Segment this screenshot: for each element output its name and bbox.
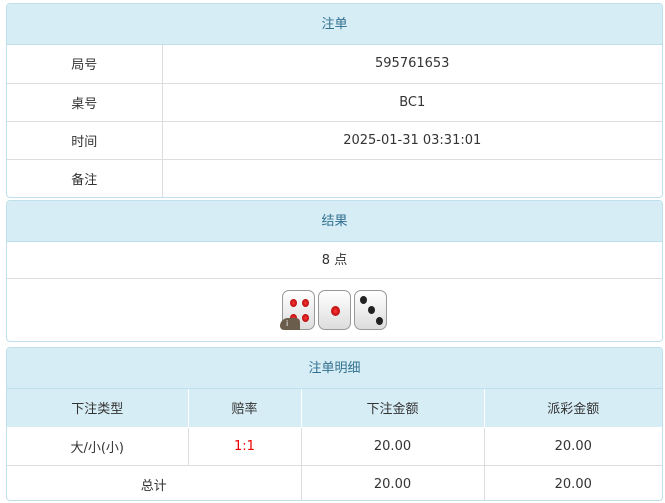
header-odds: 赔率 (187, 389, 302, 428)
header-bet-amount: 下注金额 (300, 389, 485, 428)
result-panel-title: 结果 (7, 201, 662, 242)
bet-table: 局号 595761653 桌号 BC1 时间 2025-01-31 03:31:01 … (7, 45, 662, 197)
total-amount: 20.00 (300, 464, 485, 500)
table-row: 桌号 BC1 (7, 82, 662, 122)
table-value: BC1 (161, 82, 662, 122)
time-value: 2025-01-31 03:31:01 (161, 120, 662, 160)
table-row: 大/小(小) 1:1 20.00 20.00 (7, 426, 662, 466)
bet-amount: 20.00 (300, 426, 485, 466)
round-value: 595761653 (161, 45, 662, 84)
dice-row: i (7, 279, 662, 341)
table-header-row: 下注类型 赔率 下注金额 派彩金额 (7, 389, 662, 428)
die-one-icon (318, 290, 351, 330)
time-label: 时间 (7, 120, 163, 160)
bet-panel: 注单 局号 595761653 桌号 BC1 时间 2025-01-31 03:31:… (6, 3, 663, 198)
info-badge-icon[interactable]: i (280, 318, 300, 330)
total-row: 总计 20.00 20.00 (7, 464, 662, 500)
die-three-icon (354, 290, 387, 330)
total-label: 总计 (7, 464, 302, 500)
total-payout: 20.00 (483, 464, 662, 500)
bet-type: 大/小(小) (7, 426, 189, 466)
result-panel: 结果 8 点 i (6, 200, 663, 342)
table-row: 局号 595761653 (7, 45, 662, 84)
payout: 20.00 (483, 426, 662, 466)
remark-label: 备注 (7, 158, 163, 197)
header-payout: 派彩金额 (483, 389, 662, 428)
odds: 1:1 (187, 426, 302, 466)
detail-panel: 注单明细 下注类型 赔率 下注金额 派彩金额 大/小(小) 1:1 20.00 … (6, 347, 663, 501)
detail-panel-title: 注单明细 (7, 348, 662, 389)
round-label: 局号 (7, 45, 163, 84)
table-row: 备注 (7, 158, 662, 197)
remark-value (161, 158, 662, 197)
detail-table: 下注类型 赔率 下注金额 派彩金额 大/小(小) 1:1 20.00 20.00… (7, 389, 662, 500)
table-label: 桌号 (7, 82, 163, 122)
result-points: 8 点 (7, 242, 662, 279)
die-four-icon[interactable]: i (280, 290, 315, 330)
header-bet-type: 下注类型 (7, 389, 189, 428)
table-row: 时间 2025-01-31 03:31:01 (7, 120, 662, 160)
bet-panel-title: 注单 (7, 4, 662, 45)
